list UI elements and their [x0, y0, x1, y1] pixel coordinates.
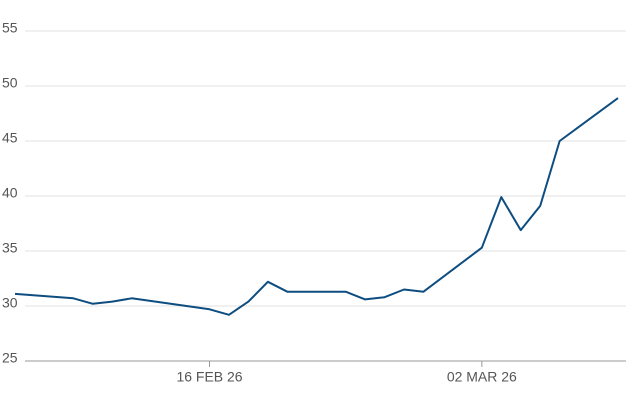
- y-tick-label: 30: [2, 295, 18, 311]
- y-tick-label: 25: [2, 350, 18, 366]
- y-tick-label: 50: [2, 75, 18, 91]
- x-tick-label: 02 MAR 26: [447, 369, 517, 385]
- data-line: [14, 97, 619, 316]
- y-tick-label: 45: [2, 130, 18, 146]
- y-tick-label: 40: [2, 185, 18, 201]
- y-tick-label: 35: [2, 240, 18, 256]
- x-tick-label: 16 FEB 26: [176, 369, 242, 385]
- y-tick-label: 55: [2, 20, 18, 36]
